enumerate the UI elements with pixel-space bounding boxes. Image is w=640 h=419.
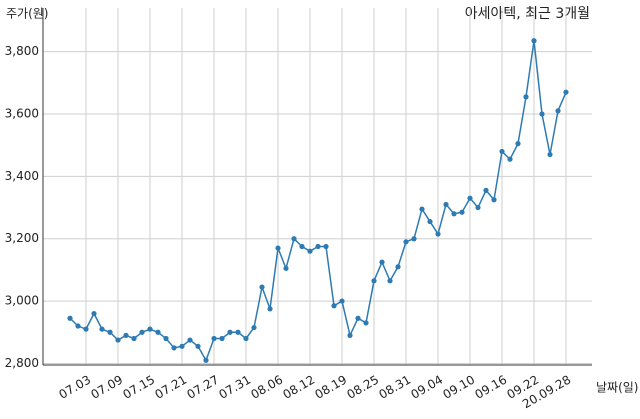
x-tick-label: 09.16 — [472, 373, 509, 402]
data-point — [67, 315, 73, 321]
x-tick-label: 07.09 — [88, 373, 125, 402]
data-point — [499, 148, 505, 155]
data-point — [107, 329, 113, 335]
chart-title: 아세아텍, 최근 3개월 — [465, 6, 590, 22]
data-point — [83, 326, 89, 332]
data-point — [531, 38, 537, 44]
x-tick-label: 08.06 — [248, 373, 285, 402]
data-point — [387, 278, 393, 284]
data-point — [227, 329, 233, 335]
data-point — [251, 324, 257, 331]
data-point — [235, 329, 241, 335]
data-point — [435, 231, 441, 237]
x-tick-label: 08.12 — [280, 373, 317, 402]
data-point — [75, 323, 81, 329]
data-point — [131, 335, 137, 342]
data-point — [163, 335, 169, 342]
x-tick-label: 08.19 — [312, 373, 349, 402]
x-tick-label: 08.31 — [376, 373, 413, 402]
data-point — [459, 209, 465, 215]
data-point — [427, 218, 433, 225]
data-point — [139, 329, 145, 335]
data-point — [99, 326, 105, 332]
data-point — [483, 187, 489, 193]
data-point — [539, 111, 545, 117]
data-point — [243, 335, 249, 342]
data-point — [523, 94, 529, 100]
y-tick-label: 2,800 — [5, 356, 39, 370]
data-point — [507, 156, 513, 162]
data-point — [403, 239, 409, 245]
data-point — [115, 337, 121, 343]
y-tick-label: 3,200 — [5, 231, 39, 245]
y-tick-label: 3,600 — [5, 107, 39, 121]
data-point — [123, 332, 129, 338]
data-point — [299, 243, 305, 250]
data-point — [323, 243, 329, 250]
data-point — [259, 284, 265, 290]
data-point — [155, 329, 161, 335]
data-point — [443, 201, 449, 208]
data-point — [411, 236, 417, 242]
data-point — [91, 310, 97, 317]
x-tick-label: 09.10 — [440, 373, 477, 402]
data-point — [475, 204, 481, 211]
data-point — [267, 306, 273, 312]
x-tick-label: 07.21 — [152, 373, 189, 402]
x-tick-label: 07.27 — [184, 373, 221, 402]
data-point — [147, 326, 153, 332]
x-axis-label: 날짜(일) — [596, 381, 638, 395]
data-point — [275, 245, 281, 251]
x-tick-label: 07.15 — [120, 373, 157, 402]
data-point — [283, 265, 289, 271]
data-point — [211, 335, 217, 342]
x-tick-label: 07.03 — [56, 373, 93, 402]
data-point — [203, 357, 209, 363]
y-tick-label: 3,800 — [5, 44, 39, 58]
data-point — [171, 345, 177, 351]
x-tick-label: 08.25 — [344, 373, 381, 402]
data-point — [307, 248, 313, 254]
data-point — [379, 259, 385, 265]
data-point — [219, 335, 225, 342]
data-point — [555, 108, 561, 114]
data-point — [451, 211, 457, 217]
data-point — [563, 89, 569, 95]
y-axis-label: 주가(원) — [6, 7, 48, 21]
data-point — [467, 195, 473, 201]
data-point — [331, 303, 337, 309]
data-point — [419, 206, 425, 212]
data-point — [291, 236, 297, 242]
y-tick-label: 3,000 — [5, 294, 39, 308]
data-point — [515, 141, 521, 147]
data-point — [179, 343, 185, 349]
data-point — [547, 151, 553, 158]
data-point — [339, 298, 345, 304]
y-tick-label: 3,400 — [5, 169, 39, 183]
data-point — [187, 337, 193, 343]
x-tick-label: 09.04 — [408, 373, 445, 402]
data-point — [491, 197, 497, 203]
data-point — [315, 243, 321, 250]
data-point — [347, 332, 353, 338]
data-point — [371, 278, 377, 284]
data-point — [395, 264, 401, 270]
data-point — [363, 320, 369, 326]
data-point — [195, 343, 201, 349]
x-tick-label: 07.31 — [216, 373, 253, 402]
data-point — [355, 315, 361, 321]
